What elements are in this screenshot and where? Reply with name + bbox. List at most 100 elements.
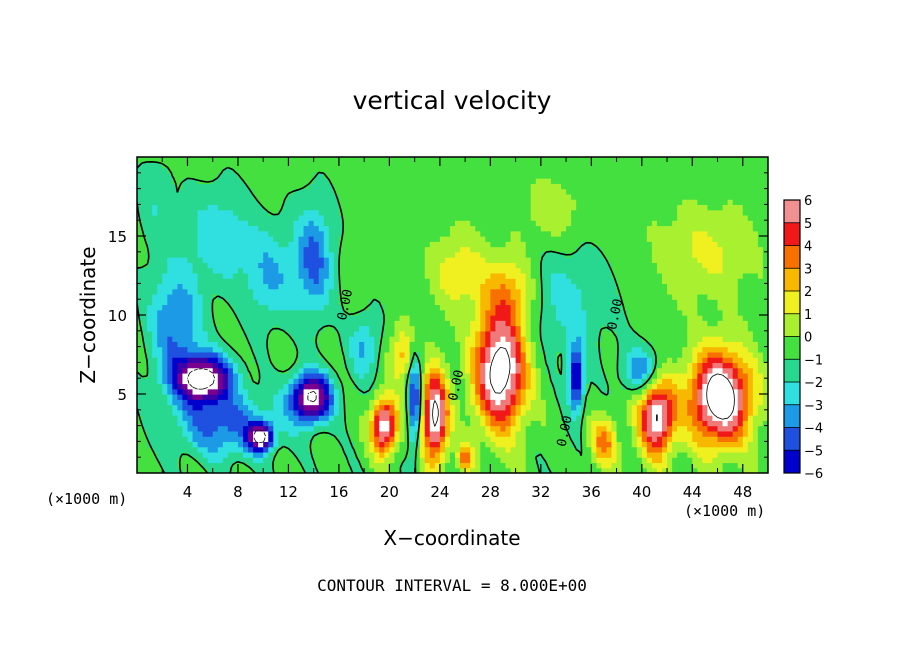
heatmap-cell (409, 451, 416, 458)
heatmap-cell (545, 351, 552, 358)
heatmap-cell (510, 299, 517, 306)
heatmap-cell (697, 288, 703, 295)
heatmap-cell (258, 288, 264, 295)
heatmap-cell (207, 336, 214, 342)
heatmap-cell (636, 467, 643, 473)
heatmap-cell (601, 378, 608, 385)
heatmap-cell (384, 378, 390, 385)
heatmap-cell (500, 415, 507, 421)
heatmap-cell (222, 404, 229, 411)
heatmap-cell (677, 399, 683, 406)
heatmap-cell (651, 383, 658, 390)
heatmap-cell (530, 399, 537, 406)
heatmap-cell (566, 409, 572, 416)
heatmap-cell (762, 320, 768, 327)
heatmap-cell (197, 457, 204, 464)
heatmap-cell (162, 346, 168, 353)
heatmap-cell (520, 315, 527, 321)
heatmap-cell (460, 399, 466, 406)
heatmap-cell (702, 441, 709, 448)
heatmap-cell (485, 309, 491, 316)
heatmap-cell (591, 262, 597, 269)
heatmap-cell (500, 262, 507, 269)
heatmap-cell (661, 420, 668, 427)
heatmap-cell (581, 315, 587, 321)
heatmap-cell (510, 467, 517, 473)
heatmap-cell (682, 293, 688, 300)
heatmap-cell (510, 436, 517, 442)
heatmap-cell (409, 372, 416, 379)
heatmap-cell (530, 288, 537, 295)
heatmap-cell (137, 425, 143, 432)
heatmap-cell (232, 336, 239, 342)
heatmap-cell (283, 299, 290, 306)
heatmap-cell (182, 415, 189, 421)
heatmap-cell (621, 415, 628, 421)
heatmap-cell (449, 288, 456, 295)
heatmap-cell (424, 420, 431, 427)
heatmap-cell (152, 351, 158, 358)
heatmap-cell (742, 383, 749, 390)
heatmap-cell (596, 357, 603, 363)
heatmap-cell (581, 462, 587, 469)
heatmap-cell (349, 299, 355, 306)
heatmap-cell (354, 351, 360, 358)
heatmap-cell (449, 409, 456, 416)
heatmap-cell (283, 293, 290, 300)
heatmap-cell (444, 446, 451, 453)
heatmap-cell (197, 425, 204, 432)
heatmap-cell (611, 446, 618, 453)
heatmap-cell (682, 320, 688, 327)
heatmap-cell (470, 441, 476, 448)
heatmap-cell (263, 299, 269, 306)
heatmap-cell (626, 278, 633, 284)
heatmap-cell (672, 330, 678, 337)
heatmap-cell (162, 362, 168, 369)
heatmap-cell (465, 388, 471, 395)
heatmap-cell (167, 351, 173, 358)
heatmap-cell (232, 315, 239, 321)
heatmap-cell (515, 436, 522, 442)
heatmap-cell (752, 346, 759, 353)
heatmap-cell (157, 293, 163, 300)
heatmap-cell (465, 288, 471, 295)
heatmap-cell (687, 457, 693, 464)
heatmap-cell (293, 446, 300, 453)
heatmap-cell (661, 462, 668, 469)
heatmap-cell (545, 404, 552, 411)
heatmap-cell (197, 320, 204, 327)
heatmap-cell (187, 278, 194, 284)
heatmap-cell (636, 430, 643, 437)
heatmap-cell (621, 430, 628, 437)
heatmap-cell (187, 399, 194, 406)
heatmap-cell (147, 399, 153, 406)
heatmap-cell (237, 278, 244, 284)
heatmap-cell (606, 430, 613, 437)
heatmap-cell (374, 262, 380, 269)
heatmap-cell (621, 351, 628, 358)
heatmap-cell (682, 446, 688, 453)
heatmap-cell (470, 399, 476, 406)
heatmap-cell (374, 457, 380, 464)
heatmap-cell (586, 467, 592, 473)
heatmap-cell (646, 462, 653, 469)
heatmap-cell (303, 430, 310, 437)
heatmap-cell (455, 309, 461, 316)
heatmap-cell (505, 299, 512, 306)
heatmap-cell (495, 341, 502, 348)
heatmap-cell (333, 372, 340, 379)
heatmap-cell (591, 325, 597, 332)
heatmap-cell (606, 288, 613, 295)
heatmap-cell (147, 357, 153, 363)
heatmap-cell (611, 288, 618, 295)
heatmap-cell (328, 420, 335, 427)
heatmap-cell (288, 425, 295, 432)
heatmap-cell (137, 451, 143, 458)
heatmap-cell (677, 404, 683, 411)
heatmap-cell (672, 462, 678, 469)
heatmap-cell (429, 320, 436, 327)
heatmap-cell (692, 341, 698, 348)
heatmap-cell (343, 304, 350, 311)
heatmap-cell (237, 441, 244, 448)
heatmap-cell (429, 441, 436, 448)
